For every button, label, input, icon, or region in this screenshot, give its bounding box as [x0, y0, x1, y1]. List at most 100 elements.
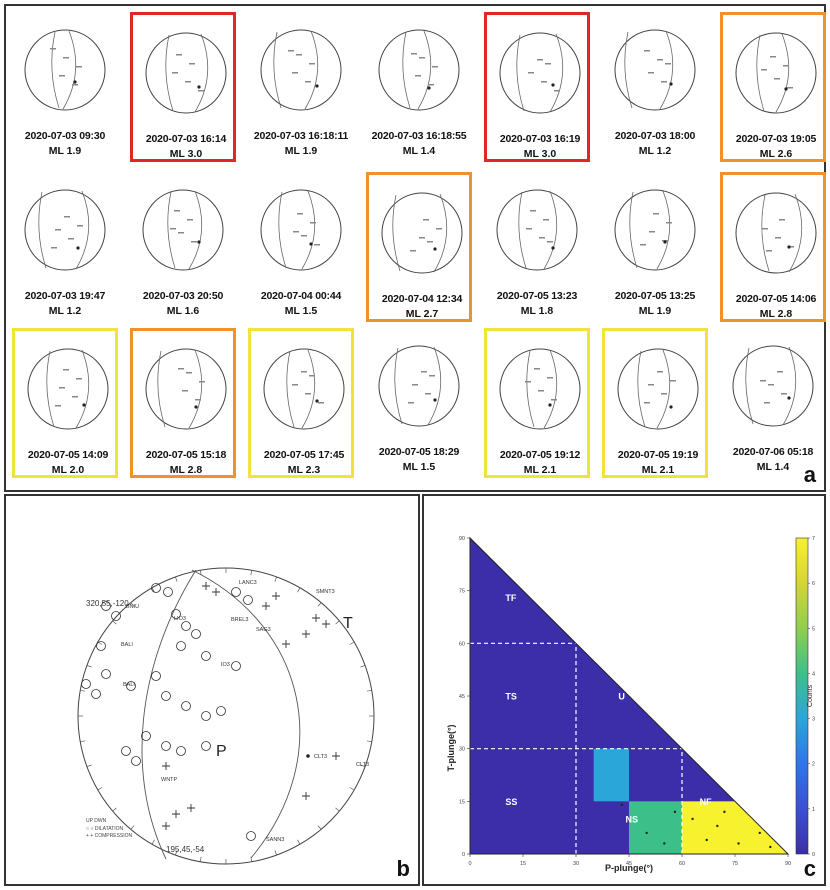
region-label: TF [505, 593, 516, 603]
station-tick [50, 48, 56, 50]
station-tick [432, 66, 438, 68]
colorbar-tick-label: 1 [812, 807, 815, 813]
dilatation-marker [131, 756, 141, 766]
beachball [27, 348, 109, 430]
magnitude-value: 2.3 [305, 464, 321, 476]
axis-dot [551, 246, 555, 250]
nodal-plane-1 [402, 31, 411, 109]
magnitude-value: 1.4 [774, 461, 790, 473]
focal-mechanism-cell: 2020-07-03 16:19 ML 3.0 [484, 12, 590, 162]
event-magnitude: ML 2.1 [605, 464, 711, 476]
dilatation-marker [126, 681, 136, 691]
station-tick [309, 63, 315, 65]
beachball [378, 345, 460, 427]
event-datetime: 2020-07-03 16:14 [145, 133, 227, 145]
station-tick [649, 231, 655, 233]
plane2-label: 195,45,-54 [166, 845, 205, 854]
nodal-plane-2 [659, 30, 674, 110]
station-tick [666, 222, 672, 224]
station-tick [783, 65, 789, 67]
rim-tick [86, 764, 92, 767]
station-tick [526, 228, 532, 230]
station-tick [648, 72, 654, 74]
nodal-plane-2 [417, 30, 432, 110]
station-tick [547, 241, 553, 243]
dilatation-marker [101, 669, 111, 679]
event-magnitude: ML 3.0 [487, 148, 593, 160]
nodal-plane-1 [516, 34, 525, 112]
station-tick [640, 244, 646, 246]
rim-tick [80, 740, 86, 743]
station-tick [297, 213, 303, 215]
focal-mechanism-cell: 2020-07-05 19:12 ML 2.1 [484, 328, 590, 478]
rim-tick [80, 689, 86, 692]
region-label: SS [505, 797, 517, 807]
magnitude-prefix: ML [51, 464, 70, 476]
dilatation-marker [163, 587, 173, 597]
nodal-plane-2 [549, 33, 564, 113]
nodal-plane-2 [188, 190, 203, 270]
station-tick [764, 402, 770, 404]
beachball-outline [381, 192, 463, 274]
nodal-plane-2 [301, 349, 316, 429]
magnitude-value: 3.0 [541, 148, 557, 160]
beachball-outline [260, 189, 342, 271]
station-tick [761, 69, 767, 71]
dilatation-marker [151, 671, 161, 681]
event-point [705, 838, 708, 842]
legend-dilatation-text: DILATATION [94, 826, 124, 832]
axis-dot [787, 245, 791, 249]
event-datetime: 2020-07-05 19:12 [499, 449, 581, 461]
event-magnitude: ML 1.5 [366, 461, 472, 473]
legend-dilatation: ○ ○ DILATATION [86, 826, 124, 832]
rim-tick [335, 620, 340, 625]
nodal-plane-2 [788, 193, 803, 273]
station-tick [199, 381, 205, 383]
nodal-plane-2 [62, 30, 77, 110]
nodal-plane-1 [745, 347, 754, 425]
nodal-plane-1 [756, 34, 765, 112]
axis-dot [197, 85, 201, 89]
focal-mechanism-cell: 2020-07-05 14:09 ML 2.0 [12, 328, 118, 478]
nodal-plane-1 [526, 350, 535, 428]
station-tick [661, 81, 667, 83]
station-tick [176, 54, 182, 56]
station-label: CLT3 [314, 754, 327, 760]
station-tick [787, 87, 793, 89]
station-tick [293, 231, 299, 233]
station-tick [781, 393, 787, 395]
station-tick [525, 381, 531, 383]
magnitude-value: 2.0 [69, 464, 85, 476]
event-datetime: 2020-07-05 13:23 [496, 290, 578, 302]
rim-tick [250, 570, 253, 576]
axis-dot [76, 246, 80, 250]
station-tick [301, 371, 307, 373]
station-tick [410, 250, 416, 252]
heatmap-cell [682, 801, 735, 854]
nodal-plane-1 [38, 191, 47, 269]
magnitude-prefix: ML [523, 148, 542, 160]
station-tick [419, 57, 425, 59]
dilatation-marker [201, 651, 211, 661]
station-label: CLT3 [356, 762, 369, 768]
magnitude-value: 2.1 [541, 464, 557, 476]
axis-dot [784, 87, 788, 91]
station-tick [64, 216, 70, 218]
magnitude-prefix: ML [520, 305, 539, 317]
t-axis-label: T [343, 615, 353, 632]
magnitude-value: 2.7 [423, 308, 439, 320]
station-tick [310, 222, 316, 224]
focal-mechanism-cell: 2020-07-03 18:00 ML 1.2 [602, 12, 708, 162]
dilatation-marker [246, 831, 256, 841]
plane1-label: 320,55,-120 [86, 599, 129, 608]
axis-dot [433, 247, 437, 251]
rim-tick [297, 587, 301, 593]
compression-marker [332, 752, 340, 760]
nodal-plane-2 [656, 190, 671, 270]
beachball-outline [499, 348, 581, 430]
magnitude-prefix: ML [48, 305, 67, 317]
beachball [614, 29, 696, 111]
nodal-plane-2 [782, 346, 797, 426]
nodal-plane-1 [518, 191, 527, 269]
station-tick [288, 50, 294, 52]
